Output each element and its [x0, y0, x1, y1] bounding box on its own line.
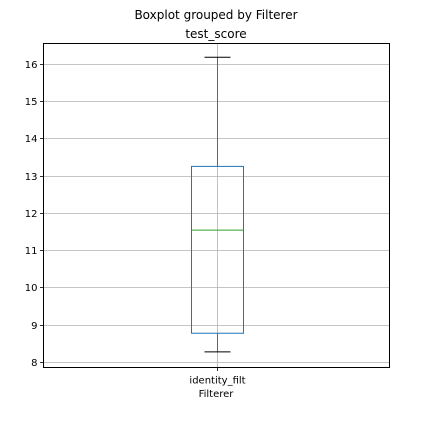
y-tick-label: 10: [25, 283, 38, 294]
y-tick-label: 11: [25, 246, 38, 257]
y-tick-label: 16: [25, 60, 38, 71]
grid-lines: [43, 43, 390, 368]
x-tick-label: identity_filt: [189, 376, 245, 387]
box-layer: [191, 56, 244, 353]
y-axis-ticks: 8 9 10 11 12 13 14 15 16: [25, 60, 44, 369]
y-tick-label: 12: [25, 209, 38, 220]
axes-frame: [43, 43, 390, 368]
y-tick-label: 15: [25, 97, 38, 108]
y-tick-label: 8: [31, 358, 37, 369]
axes-title: test_score: [185, 27, 246, 41]
y-tick-label: 14: [25, 134, 38, 145]
x-axis-ticks: identity_filt: [189, 367, 246, 387]
y-tick-label: 13: [25, 172, 38, 183]
figure-suptitle: Boxplot grouped by Filterer: [134, 8, 297, 22]
y-tick-label: 9: [31, 321, 37, 332]
x-axis-label: Filterer: [199, 389, 235, 400]
